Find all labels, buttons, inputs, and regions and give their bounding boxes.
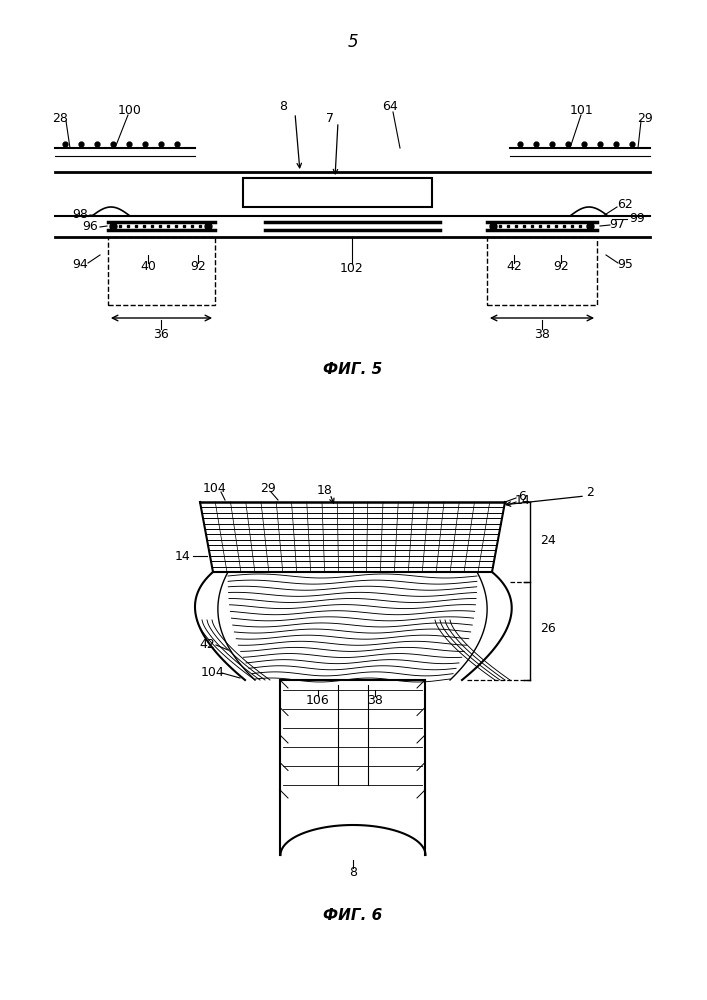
Text: 101: 101 <box>570 104 594 116</box>
Text: 98: 98 <box>72 209 88 222</box>
Text: 8: 8 <box>279 101 287 113</box>
Text: 2: 2 <box>586 486 594 498</box>
Bar <box>487 237 597 305</box>
Text: 94: 94 <box>72 258 88 271</box>
Bar <box>243 178 432 207</box>
Text: 92: 92 <box>190 260 206 273</box>
Text: 42: 42 <box>199 639 215 652</box>
Text: 102: 102 <box>340 261 364 274</box>
Text: 38: 38 <box>534 328 550 340</box>
Text: 104: 104 <box>203 483 227 495</box>
Text: 62: 62 <box>617 198 633 211</box>
Text: 106: 106 <box>306 694 330 706</box>
Text: 24: 24 <box>540 534 556 546</box>
Text: 5: 5 <box>348 33 358 51</box>
Text: 104: 104 <box>201 666 225 680</box>
Text: 26: 26 <box>540 621 556 635</box>
Text: 6: 6 <box>518 489 526 502</box>
Text: 29: 29 <box>260 483 276 495</box>
Text: 28: 28 <box>52 111 68 124</box>
Text: 8: 8 <box>349 866 357 880</box>
Text: ФИГ. 5: ФИГ. 5 <box>323 362 382 377</box>
Text: 64: 64 <box>382 101 398 113</box>
Text: ФИГ. 6: ФИГ. 6 <box>323 908 382 922</box>
Text: 96: 96 <box>82 221 98 233</box>
Text: 99: 99 <box>629 212 645 225</box>
Bar <box>108 237 215 305</box>
Text: 97: 97 <box>609 218 625 231</box>
Text: 92: 92 <box>553 260 569 273</box>
Text: 36: 36 <box>153 328 169 340</box>
Text: 7: 7 <box>326 111 334 124</box>
Text: 42: 42 <box>506 260 522 273</box>
Text: 100: 100 <box>118 104 142 116</box>
Text: 14: 14 <box>175 550 191 562</box>
Text: 38: 38 <box>367 694 383 706</box>
Text: 18: 18 <box>317 484 333 496</box>
Text: 40: 40 <box>140 260 156 273</box>
Text: 95: 95 <box>617 258 633 271</box>
Text: 29: 29 <box>637 111 653 124</box>
Text: 14: 14 <box>515 493 531 506</box>
